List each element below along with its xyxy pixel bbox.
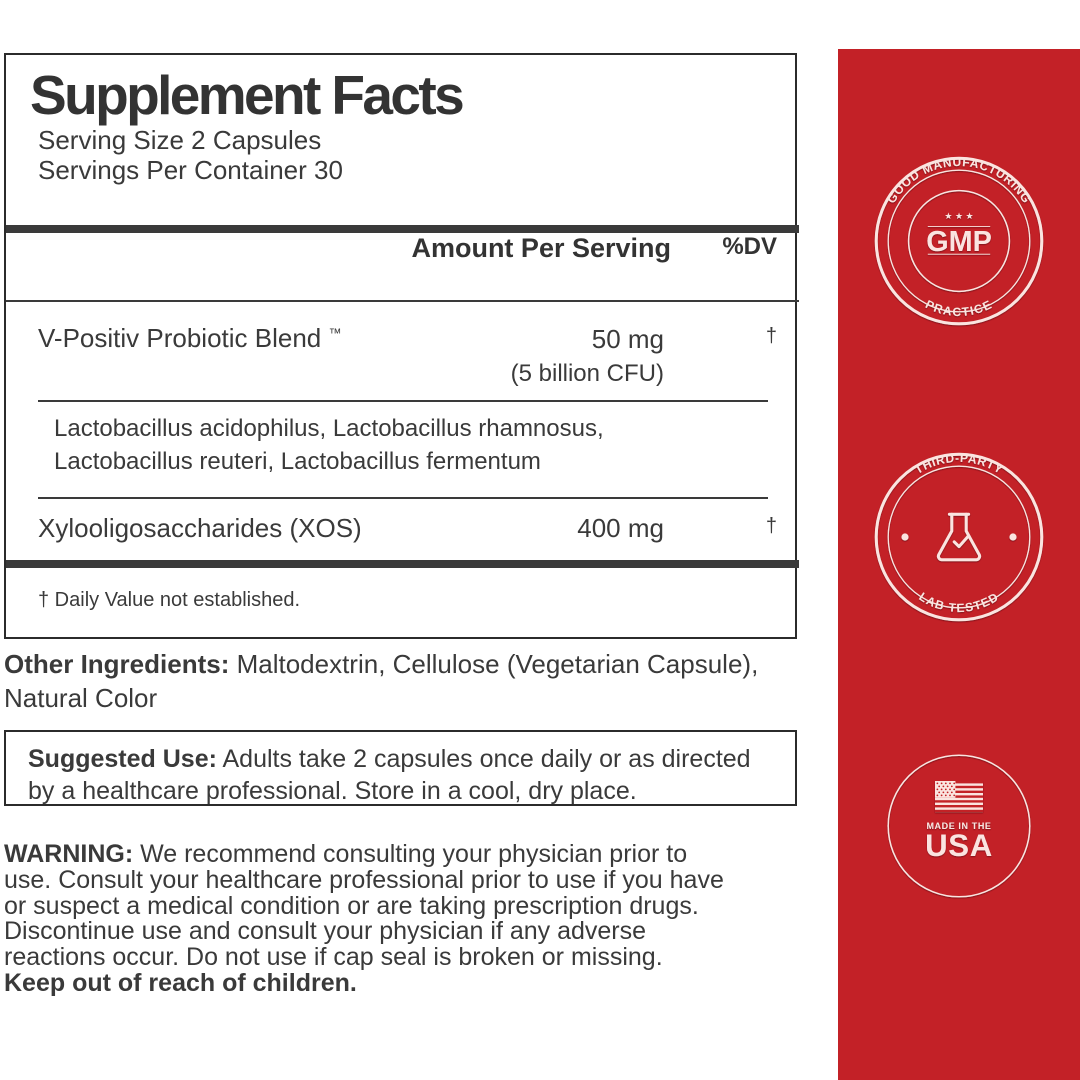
svg-text:GMP: GMP <box>926 226 992 258</box>
svg-text:LAB TESTED: LAB TESTED <box>916 589 1001 615</box>
svg-text:★ ★ ★: ★ ★ ★ <box>944 211 973 221</box>
svg-text:THIRD-PARTY: THIRD-PARTY <box>912 451 1006 477</box>
svg-text:GOOD MANUFACTURING: GOOD MANUFACTURING <box>884 155 1034 206</box>
svg-text:PRACTICE: PRACTICE <box>923 297 995 319</box>
svg-text:USA: USA <box>925 828 993 863</box>
